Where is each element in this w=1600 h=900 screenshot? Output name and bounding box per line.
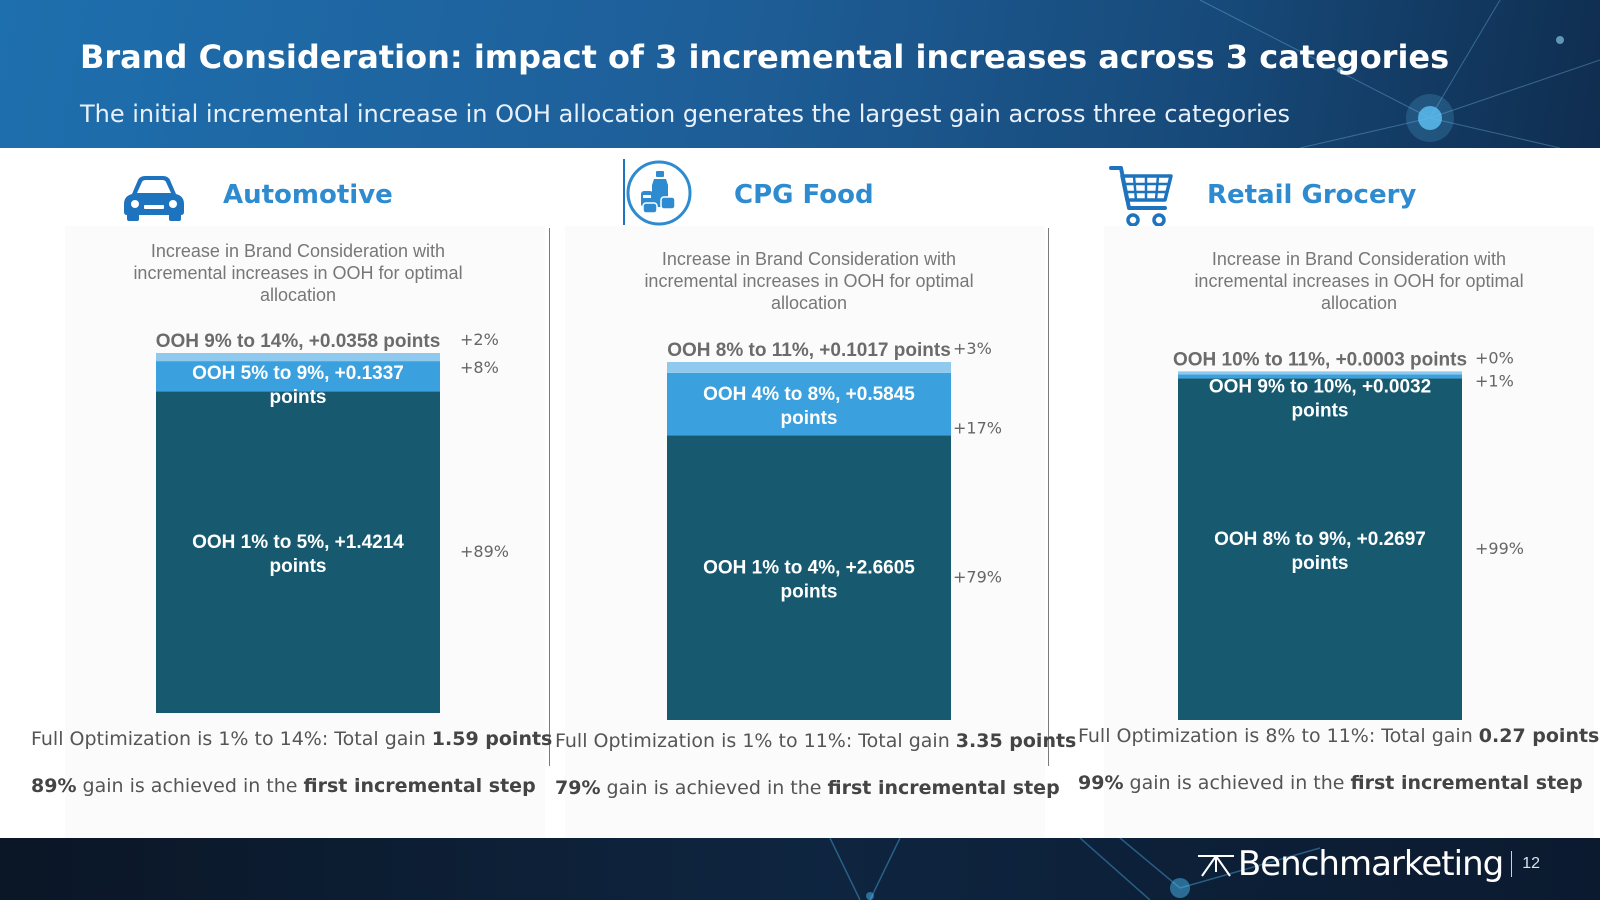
benchmarketing-logo-icon: [1197, 855, 1234, 877]
stacked-bar-chart: OOH 1% to 5%, +1.4214 points +89% OOH 5% to…: [156, 330, 509, 713]
segment-label: OOH 1% to 5%, +1.4214: [192, 532, 404, 553]
share-label: +8%: [460, 358, 499, 377]
bar-segment-2: [156, 361, 440, 392]
segment-label-unit: points: [270, 556, 327, 577]
car-icon: [122, 174, 186, 227]
full-optimization-text: Full Optimization is 1% to 14%: Total ga…: [31, 728, 552, 750]
segment-label: OOH 8% to 9%, +0.2697: [1214, 529, 1426, 550]
segment-label: OOH 1% to 4%, +2.6605: [703, 558, 915, 579]
share-label: +17%: [953, 418, 1002, 437]
bar-segment-2: [667, 372, 951, 436]
footer-total-gain: 1.59 points: [431, 728, 553, 750]
chart-subtitle: Increase in Brand Consideration with inc…: [1194, 249, 1524, 313]
gain-statement: 89% gain is achieved in the first increm…: [31, 775, 536, 797]
panel-title: CPG Food: [734, 180, 874, 210]
share-label: +99%: [1475, 539, 1524, 558]
gain-percent: 79%: [555, 777, 601, 799]
page-number: 12: [1522, 855, 1540, 872]
brand-name: Benchmarketing: [1237, 844, 1504, 884]
panel-title: Retail Grocery: [1207, 180, 1417, 210]
share-label: +89%: [460, 542, 509, 561]
bar-segment-3: [156, 353, 440, 362]
stacked-bar-chart: OOH 1% to 4%, +2.6605 points +79% OOH 4% to…: [667, 339, 1002, 720]
segment-label: OOH 4% to 8%, +0.5845: [703, 384, 915, 405]
brand-logo: Benchmarketing 12: [1194, 844, 1540, 884]
bar-segment-3: [667, 362, 951, 373]
gain-statement: 99% gain is achieved in the first increm…: [1078, 772, 1583, 794]
panel-retail-grocery: Retail Grocery Increase in Brand Conside…: [1049, 148, 1600, 866]
food-cans-icon: [623, 159, 693, 232]
share-label: +2%: [460, 330, 499, 349]
brand-separator: [1511, 851, 1513, 877]
bar-segment-1: [156, 391, 440, 713]
panel-divider: [549, 228, 550, 766]
panel-cpg-food: CPG Food Increase in Brand Consideration…: [550, 148, 1076, 866]
share-label: +1%: [1475, 371, 1514, 390]
bar-segment-1: [667, 435, 951, 720]
share-label: +0%: [1475, 348, 1514, 367]
bar-segment-2: [1178, 374, 1462, 379]
gain-bold: first incremental step: [303, 775, 536, 797]
full-optimization-text: Full Optimization is 8% to 11%: Total ga…: [1078, 725, 1599, 747]
panel-automotive: Automotive Increase in Brand Considerati…: [0, 148, 552, 866]
gain-bold: first incremental step: [827, 777, 1060, 799]
gain-percent: 99%: [1078, 772, 1124, 794]
segment-label: OOH 9% to 10%, +0.0032: [1209, 376, 1431, 397]
gain-bold: first incremental step: [1350, 772, 1583, 794]
panel-divider: [1048, 228, 1049, 766]
gain-text: gain is achieved in the: [600, 777, 828, 799]
page-title: Brand Consideration: impact of 3 increme…: [80, 38, 1450, 76]
segment-label-unit: points: [1292, 553, 1349, 574]
gain-percent: 89%: [31, 775, 77, 797]
footer-text: Full Optimization is 8% to 11%: Total ga…: [1078, 725, 1479, 747]
footer-total-gain: 3.35 points: [955, 730, 1077, 752]
full-optimization-text: Full Optimization is 1% to 11%: Total ga…: [555, 730, 1076, 752]
shopping-cart-icon: [1109, 164, 1175, 235]
segment-label-unit: points: [781, 582, 838, 603]
segment-label: OOH 8% to 11%, +0.1017 points: [667, 340, 951, 361]
gain-text: gain is achieved in the: [1123, 772, 1351, 794]
header-banner: Brand Consideration: impact of 3 increme…: [0, 0, 1600, 148]
gain-statement: 79% gain is achieved in the first increm…: [555, 777, 1060, 799]
segment-label: OOH 5% to 9%, +0.1337: [192, 363, 404, 384]
segment-label: OOH 10% to 11%, +0.0003 points: [1173, 349, 1467, 370]
footer-total-gain: 0.27 points: [1478, 725, 1600, 747]
panel-title: Automotive: [223, 180, 393, 210]
footer-text: Full Optimization is 1% to 14%: Total ga…: [31, 728, 432, 750]
share-label: +79%: [953, 568, 1002, 587]
footer-bar: Benchmarketing 12: [0, 838, 1600, 900]
chart-subtitle: Increase in Brand Consideration with inc…: [644, 249, 974, 313]
segment-label: OOH 9% to 14%, +0.0358 points: [156, 331, 441, 352]
segment-label-unit: points: [1292, 400, 1349, 421]
segment-label-unit: points: [781, 408, 838, 429]
bar-segment-3: [1178, 371, 1462, 375]
footer-network-decoration: [829, 838, 1321, 900]
gain-text: gain is achieved in the: [76, 775, 304, 797]
chart-subtitle: Increase in Brand Consideration with inc…: [133, 241, 463, 305]
segment-label-unit: points: [270, 387, 327, 408]
bar-segment-1: [1178, 378, 1462, 720]
footer-text: Full Optimization is 1% to 11%: Total ga…: [555, 730, 956, 752]
network-decoration: [1199, 0, 1600, 148]
stacked-bar-chart: OOH 8% to 9%, +0.2697 points +99% OOH 9% to…: [1173, 348, 1524, 720]
page-subtitle: The initial incremental increase in OOH …: [80, 100, 1290, 128]
share-label: +3%: [953, 339, 992, 358]
